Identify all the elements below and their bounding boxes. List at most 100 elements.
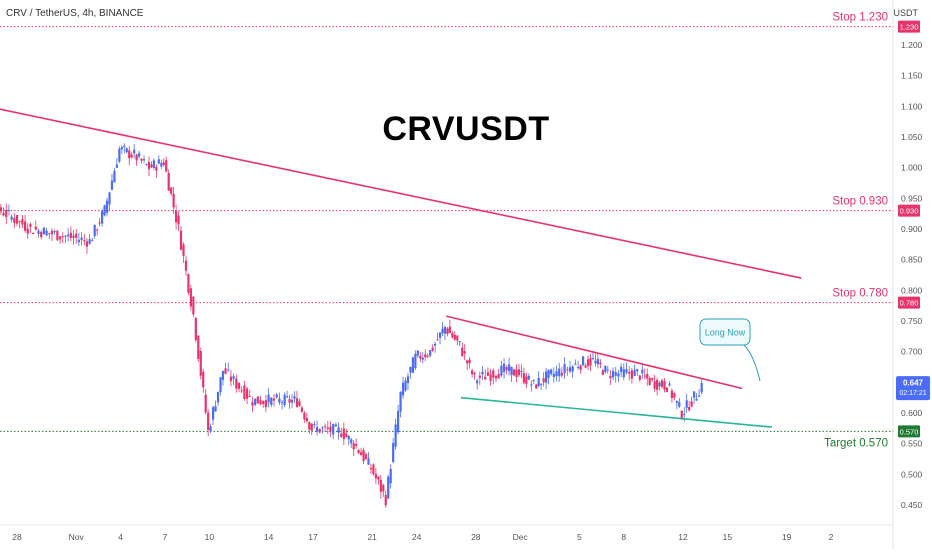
y-tick-label: 0.900: [901, 224, 923, 234]
candle-body: [478, 375, 481, 378]
candle-body: [397, 411, 400, 433]
long-now-pointer: [743, 344, 761, 382]
candle-body: [352, 443, 355, 450]
candle-body: [254, 398, 257, 405]
candle-body: [665, 387, 669, 393]
candle-body: [105, 200, 109, 213]
candle-body: [21, 219, 24, 225]
candle-body: [209, 426, 212, 432]
candle-body: [638, 375, 641, 380]
candle-body: [147, 161, 151, 170]
candle-body: [670, 390, 673, 399]
candle-body: [500, 365, 503, 376]
candle-body: [646, 374, 649, 379]
candle-body: [673, 393, 676, 398]
candle-body: [145, 164, 148, 166]
candle-body: [589, 358, 592, 366]
candle-body: [431, 347, 434, 351]
candle-body: [259, 400, 262, 405]
y-tick-label: 0.450: [901, 500, 923, 510]
candle-body: [313, 424, 316, 426]
candle-body: [293, 396, 296, 399]
candle-body: [641, 369, 644, 374]
candle-body: [409, 366, 412, 373]
candle-body: [614, 372, 617, 376]
candle-body: [364, 454, 368, 459]
y-tick-label: 0.800: [901, 285, 923, 295]
y-tick-label: 1.000: [901, 163, 923, 173]
candle-body: [204, 394, 207, 413]
candle-body: [243, 385, 246, 400]
candle-body: [486, 372, 490, 376]
candle-body: [566, 369, 569, 371]
candle-body: [108, 192, 111, 205]
candle-body: [648, 377, 651, 385]
x-tick-label: 5: [577, 532, 582, 542]
candle-body: [484, 376, 487, 380]
candle-body: [379, 479, 382, 492]
candle-body: [505, 367, 508, 371]
candle-body: [360, 452, 363, 456]
candle-body: [377, 476, 380, 480]
candle-body: [419, 355, 422, 359]
candle-body: [88, 239, 91, 244]
stop-0-780-axis-tag: [898, 296, 920, 309]
candle-body: [609, 375, 612, 379]
candle-body: [72, 235, 75, 238]
candle-body: [426, 355, 429, 357]
candle-body: [216, 391, 220, 403]
candle-body: [663, 381, 666, 390]
x-tick-label: Nov: [69, 532, 85, 542]
candle-body: [399, 391, 402, 412]
candle-body: [401, 382, 405, 396]
candle-body: [362, 450, 365, 462]
candle-body: [152, 160, 155, 168]
candle-body: [392, 443, 395, 463]
candle-body: [683, 414, 686, 416]
candle-body: [177, 215, 180, 225]
candle-body: [172, 193, 175, 208]
candle-body: [283, 394, 286, 406]
candle-body: [326, 427, 329, 429]
candle-body: [212, 407, 215, 420]
candle-body: [182, 244, 185, 256]
x-tick-label: 19: [782, 532, 792, 542]
candle-body: [636, 369, 639, 372]
x-tick-label: 4: [118, 532, 123, 542]
candle-body: [438, 332, 442, 338]
current-price-text: 0.647: [903, 379, 924, 388]
candle-body: [628, 371, 631, 374]
x-tick-label: 21: [367, 532, 377, 542]
candle-body: [42, 227, 46, 235]
candle-body: [384, 495, 387, 506]
candle-body: [207, 412, 210, 430]
candle-body: [324, 426, 327, 428]
candle-body: [240, 390, 243, 392]
candle-body: [537, 378, 540, 387]
candle-body: [224, 368, 227, 374]
candle-body: [497, 373, 500, 379]
candle-body: [535, 384, 538, 389]
candle-body: [227, 369, 230, 371]
candle-body: [443, 326, 447, 334]
candle-body: [545, 371, 548, 383]
candle-body: [197, 335, 200, 359]
candle-body: [7, 209, 11, 211]
candle-body: [160, 163, 163, 167]
candle-body: [103, 205, 106, 216]
candle-body: [272, 398, 276, 401]
candle-body: [547, 369, 550, 379]
candle-body: [446, 328, 449, 334]
candle-body: [37, 230, 40, 234]
candle-body: [502, 363, 506, 373]
candle-body: [93, 224, 96, 237]
candle-body: [466, 360, 469, 364]
candle-body: [411, 357, 414, 373]
candle-body: [288, 398, 291, 403]
wedge-upper-trendline: [446, 315, 743, 390]
candles-group: [0, 143, 703, 508]
x-tick-label: 28: [12, 532, 22, 542]
candle-body: [656, 380, 659, 390]
candle-body: [555, 371, 558, 377]
